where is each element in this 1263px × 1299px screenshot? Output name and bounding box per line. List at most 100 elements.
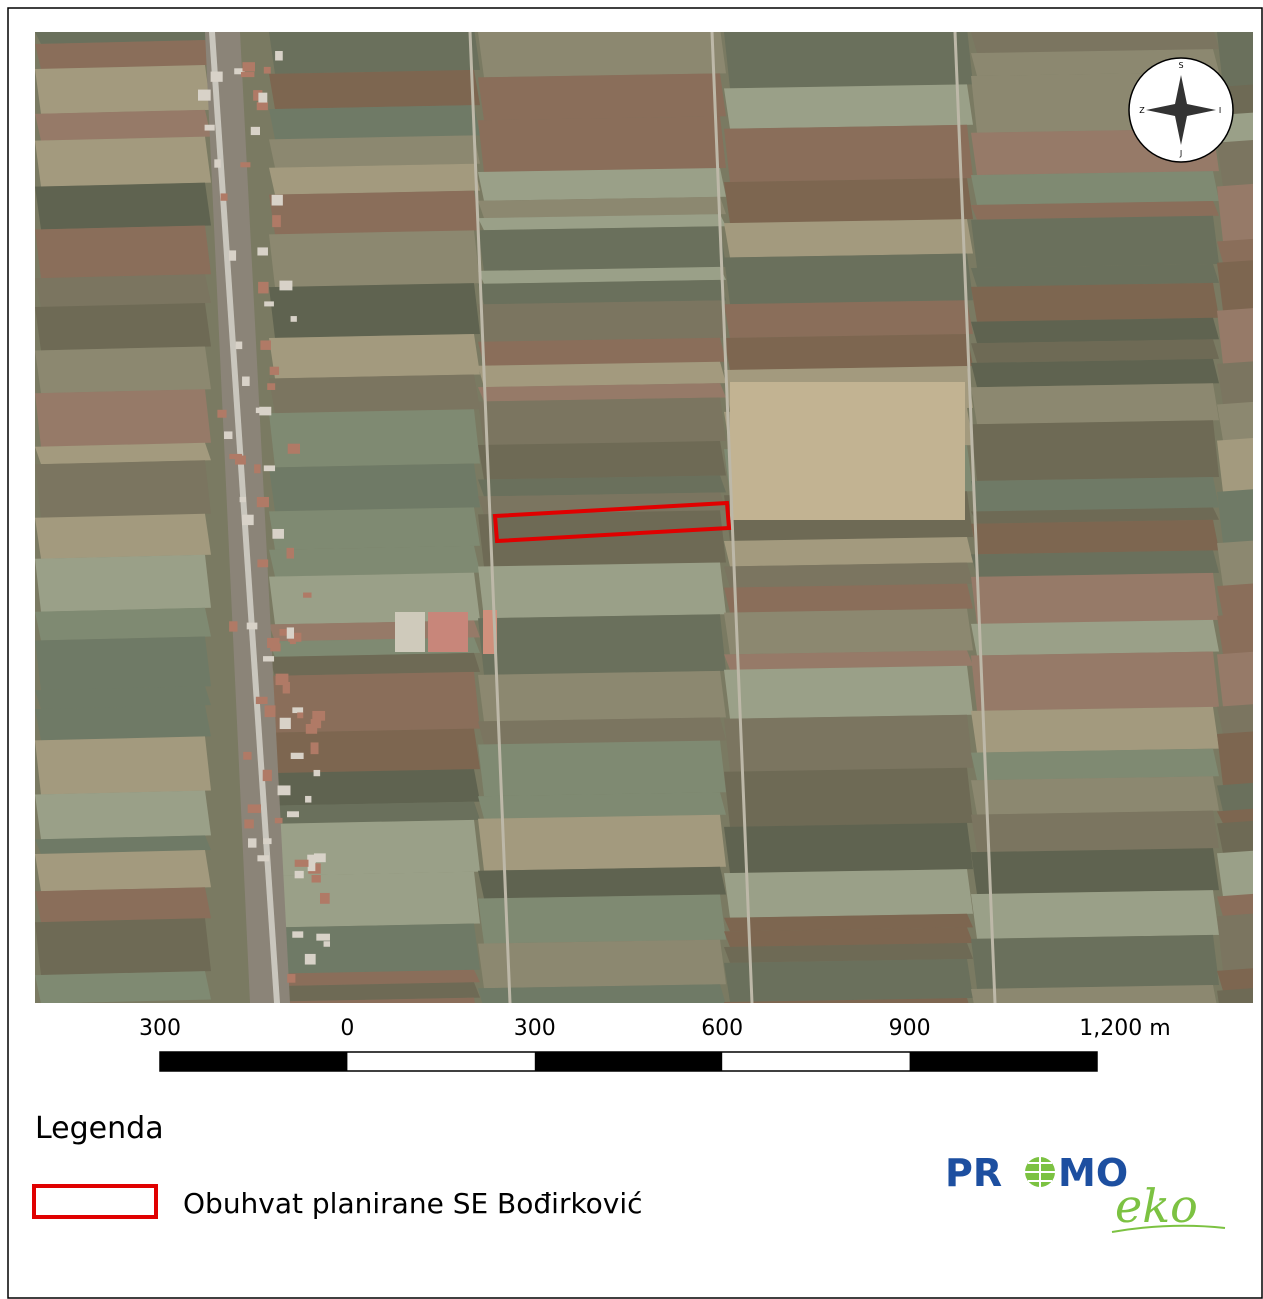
field	[35, 514, 211, 559]
house	[272, 195, 283, 206]
field	[478, 895, 726, 944]
field	[478, 116, 726, 172]
house	[214, 159, 220, 167]
field	[269, 135, 480, 167]
field	[971, 520, 1219, 555]
field	[478, 338, 726, 366]
field	[971, 620, 1219, 656]
house	[324, 941, 330, 947]
house	[308, 862, 316, 871]
house	[257, 247, 268, 255]
scale-bar-label: 300	[139, 1016, 181, 1041]
field	[478, 362, 726, 387]
scale-bar-label: 0	[340, 1016, 354, 1041]
house	[279, 281, 292, 291]
field	[269, 463, 480, 511]
house	[242, 515, 254, 525]
field	[971, 890, 1219, 939]
field	[971, 935, 1219, 989]
house	[316, 934, 330, 941]
house	[236, 342, 243, 350]
field	[35, 791, 211, 840]
house	[257, 102, 268, 110]
house	[272, 529, 284, 539]
field	[971, 171, 1219, 205]
field	[478, 73, 726, 120]
field	[35, 110, 211, 141]
field	[724, 300, 973, 338]
scale-bar-label: 600	[701, 1016, 743, 1041]
house	[291, 753, 304, 759]
house	[264, 67, 271, 74]
house	[240, 162, 250, 167]
house	[275, 818, 283, 823]
house	[257, 855, 269, 861]
scale-bar-segment	[535, 1052, 722, 1071]
field	[269, 729, 480, 773]
house	[280, 718, 291, 729]
house	[243, 752, 251, 760]
field	[478, 717, 726, 744]
logo-text: PR	[945, 1151, 1002, 1195]
field	[971, 749, 1219, 781]
house	[242, 377, 250, 386]
field	[269, 872, 480, 928]
field	[35, 137, 211, 187]
house	[288, 444, 300, 454]
field	[724, 768, 973, 827]
house	[287, 811, 299, 817]
field	[35, 274, 211, 307]
field	[269, 28, 480, 74]
house	[229, 454, 242, 459]
house	[254, 464, 260, 473]
compass-label: S	[1178, 61, 1183, 70]
field	[35, 460, 211, 518]
house	[305, 796, 311, 803]
legend-title: Legenda	[35, 1111, 164, 1146]
house	[276, 674, 289, 685]
field	[971, 550, 1219, 577]
house	[295, 860, 309, 867]
field	[35, 887, 211, 922]
house	[314, 853, 326, 862]
field	[478, 280, 726, 304]
field	[478, 563, 726, 619]
house	[257, 497, 269, 507]
house	[221, 193, 228, 200]
house	[263, 770, 272, 781]
aerial-imagery	[35, 28, 1263, 1041]
scale-bar-segment	[160, 1052, 347, 1071]
house	[295, 871, 304, 878]
house	[258, 93, 267, 103]
field	[35, 850, 211, 891]
house	[248, 804, 261, 813]
house	[224, 431, 232, 439]
house	[198, 90, 211, 101]
house	[248, 838, 256, 847]
field	[724, 125, 973, 182]
house	[260, 340, 271, 349]
house	[242, 62, 254, 71]
compass-label: I	[1219, 106, 1221, 115]
field	[971, 318, 1219, 343]
house	[275, 51, 283, 60]
field	[971, 283, 1219, 322]
field	[971, 573, 1219, 624]
field	[269, 70, 480, 109]
field	[478, 815, 726, 871]
field	[35, 346, 211, 393]
house	[287, 627, 294, 638]
field	[478, 28, 726, 77]
field	[35, 637, 211, 691]
field	[971, 707, 1219, 753]
house	[257, 559, 268, 567]
field	[724, 959, 973, 1002]
field	[269, 334, 480, 379]
field	[971, 359, 1219, 387]
house	[229, 621, 237, 631]
field	[269, 924, 480, 974]
compass-label: Z	[1139, 106, 1145, 115]
field	[269, 191, 480, 235]
field	[971, 811, 1219, 853]
field	[269, 374, 480, 413]
